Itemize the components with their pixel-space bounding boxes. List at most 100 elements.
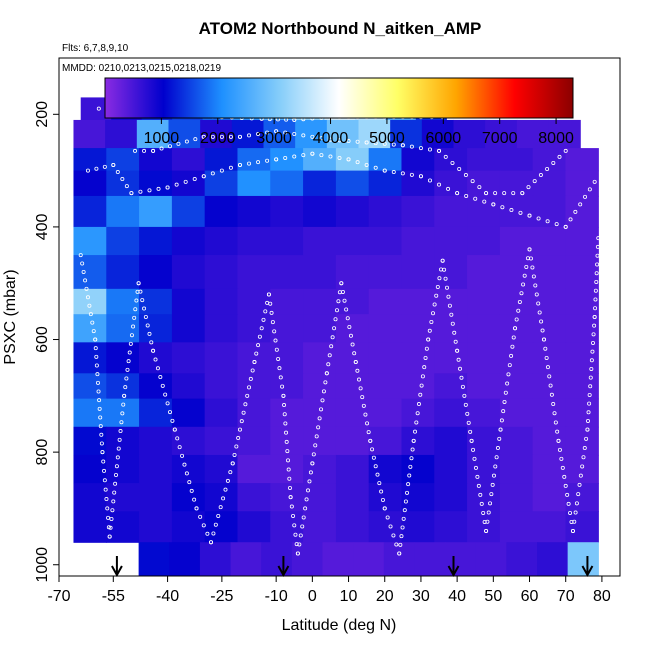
track-point [373,165,378,170]
track-point [94,363,99,368]
track-point [502,399,507,404]
track-point [371,455,376,460]
x-tick-label: 0 [308,588,317,605]
track-point [304,497,309,502]
track-point [580,464,585,469]
x-tick-label: -25 [210,588,233,605]
track-point [287,485,292,490]
heat-cell [139,170,173,197]
track-point [595,262,600,267]
track-point [236,436,241,441]
track-point [285,449,290,454]
track-point [286,467,291,472]
track-point [293,532,298,537]
track-point [463,173,468,178]
heat-cell [270,342,304,374]
track-point [80,261,85,266]
track-point [183,179,188,184]
track-point [588,384,593,389]
track-point [101,459,106,464]
track-point [308,470,313,475]
track-point [287,476,292,481]
heat-cell [303,195,337,228]
heat-cell [499,398,534,428]
track-point [256,132,261,137]
heat-cell [401,511,435,543]
track-point [91,329,96,334]
heat-cell [139,511,173,543]
heat-cell [434,314,468,343]
track-point [572,519,577,524]
track-point [131,324,136,329]
heat-cell [368,195,403,228]
track-point [353,360,358,365]
heat-cell [499,454,534,484]
colorbar-tick-label: 2000 [200,130,236,147]
track-point [505,381,510,386]
track-point [457,166,462,171]
track-point [273,338,278,343]
track-point [107,534,112,539]
track-point [446,186,451,191]
track-point [187,480,192,485]
track-point [281,393,286,398]
track-point [276,356,281,361]
track-point [582,446,587,451]
heat-cell [335,148,370,172]
track-point [93,337,98,342]
heat-cell [73,511,107,543]
heat-cell [73,454,107,484]
track-point [97,398,102,403]
track-point [115,170,120,175]
track-point [126,359,131,364]
track-point [180,453,185,458]
track-point [122,393,127,398]
track-point [366,430,371,435]
heat-cell [467,195,501,228]
track-point [128,341,133,346]
heat-cell [106,454,140,484]
heat-cell [434,454,468,484]
heat-cell [171,398,206,428]
heat-cell [171,170,206,197]
heat-cell [467,373,501,400]
heat-cell [171,454,206,484]
heat-cell [303,148,337,172]
y-tick-label: 1000 [34,547,51,583]
track-point [391,142,396,147]
heat-cell [565,342,599,374]
track-point [394,542,399,547]
heat-cell [139,195,173,228]
track-point [485,519,490,524]
track-point [587,392,592,397]
track-point [507,363,512,368]
track-point [265,158,270,163]
track-point [382,141,387,146]
heat-cell [326,119,360,149]
track-point [329,344,334,349]
track-point [270,320,275,325]
x-tick-label: -70 [47,588,70,605]
x-axis: -70 -55 -40 -25 -10 0 10 20 30 40 50 60 70 80 [47,576,611,605]
marker-arrow-head [111,565,123,578]
track-point [402,508,407,513]
heat-cell [171,226,206,256]
heat-cell [532,483,567,512]
heat-cell [401,170,435,197]
heat-cell [335,195,370,228]
track-point [307,479,312,484]
heat-cell [335,483,370,512]
heat-cell [171,288,206,315]
track-point [156,186,161,191]
y-tick-label: 400 [34,213,51,240]
track-point [551,402,556,407]
heat-cell [467,483,501,512]
heat-cell [401,342,435,374]
track-point [591,332,596,337]
track-point [539,319,544,324]
heat-cell [499,195,534,228]
track-point [112,490,117,495]
track-point [295,551,300,556]
track-point [552,411,557,416]
track-point [442,267,447,272]
